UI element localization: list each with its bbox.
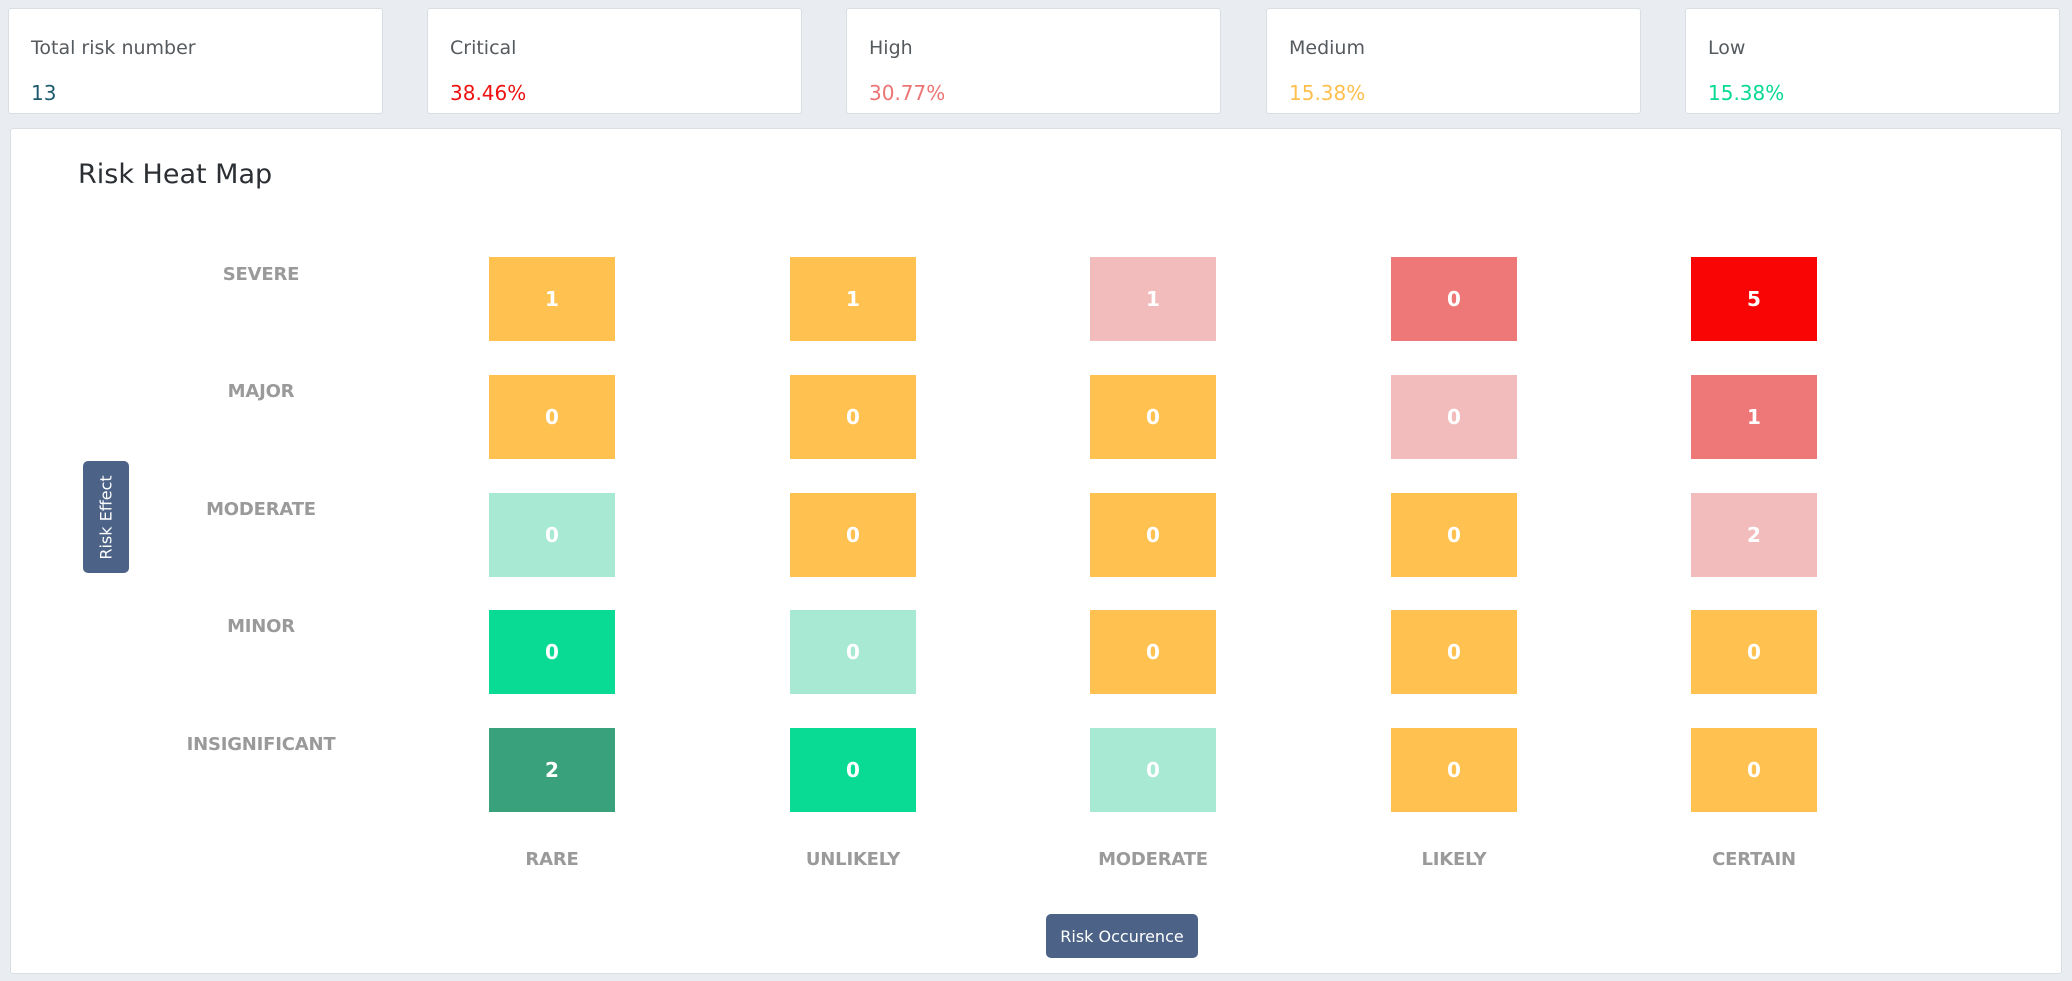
heat-cell[interactable]: 0 — [1090, 375, 1216, 459]
heat-cell[interactable]: 1 — [790, 257, 916, 341]
heat-cell[interactable]: 0 — [790, 728, 916, 812]
stat-label: Critical — [450, 37, 517, 59]
row-label-moderate: MODERATE — [206, 499, 316, 520]
heat-cell[interactable]: 0 — [790, 493, 916, 577]
col-label-certain: CERTAIN — [1712, 849, 1796, 870]
stat-label: Medium — [1289, 37, 1365, 59]
heat-cell[interactable]: 0 — [1391, 728, 1517, 812]
risk-occurence-axis-button[interactable]: Risk Occurence — [1046, 914, 1198, 958]
stat-card-total: Total risk number 13 — [8, 8, 383, 114]
heat-cell[interactable]: 2 — [489, 728, 615, 812]
risk-occurence-label: Risk Occurence — [1060, 926, 1184, 946]
row-label-major: MAJOR — [227, 381, 295, 402]
heat-cell[interactable]: 2 — [1691, 493, 1817, 577]
col-label-likely: LIKELY — [1421, 849, 1487, 870]
col-label-rare: RARE — [525, 849, 579, 870]
stat-value: 15.38% — [1289, 81, 1366, 105]
heat-cell[interactable]: 0 — [1691, 728, 1817, 812]
heat-cell[interactable]: 0 — [1691, 610, 1817, 694]
stat-card-critical: Critical 38.46% — [427, 8, 802, 114]
heat-cell[interactable]: 0 — [1090, 493, 1216, 577]
row-label-minor: MINOR — [227, 616, 295, 637]
heat-cell[interactable]: 0 — [489, 493, 615, 577]
row-label-insignificant: INSIGNIFICANT — [186, 734, 336, 755]
heat-cell[interactable]: 0 — [1090, 728, 1216, 812]
heat-cell[interactable]: 0 — [1391, 493, 1517, 577]
panel-title: Risk Heat Map — [78, 159, 273, 190]
stat-card-medium: Medium 15.38% — [1266, 8, 1641, 114]
stat-card-high: High 30.77% — [846, 8, 1221, 114]
heat-cell[interactable]: 5 — [1691, 257, 1817, 341]
col-label-moderate: MODERATE — [1098, 849, 1208, 870]
heat-cell[interactable]: 0 — [1391, 375, 1517, 459]
heat-cell[interactable]: 0 — [1090, 610, 1216, 694]
stat-label: Total risk number — [31, 37, 196, 59]
heat-cell[interactable]: 1 — [1090, 257, 1216, 341]
row-label-severe: SEVERE — [222, 264, 300, 285]
heat-cell[interactable]: 0 — [489, 610, 615, 694]
risk-effect-label: Risk Effect — [96, 474, 116, 560]
heat-cell[interactable]: 0 — [1391, 257, 1517, 341]
col-label-unlikely: UNLIKELY — [805, 849, 901, 870]
stat-card-low: Low 15.38% — [1685, 8, 2060, 114]
stat-value: 30.77% — [869, 81, 946, 105]
stat-value: 13 — [31, 81, 57, 105]
heat-cell[interactable]: 0 — [790, 375, 916, 459]
heat-cell[interactable]: 1 — [489, 257, 615, 341]
risk-effect-axis-button[interactable]: Risk Effect — [83, 461, 129, 573]
heat-cell[interactable]: 1 — [1691, 375, 1817, 459]
stat-value: 15.38% — [1708, 81, 1785, 105]
heat-cell[interactable]: 0 — [489, 375, 615, 459]
heat-cell[interactable]: 0 — [790, 610, 916, 694]
stat-value: 38.46% — [450, 81, 527, 105]
heat-cell[interactable]: 0 — [1391, 610, 1517, 694]
stat-label: Low — [1708, 37, 1746, 59]
risk-heat-map-panel: Risk Heat Map Risk Effect SEVERE MAJOR M… — [10, 128, 2062, 974]
stat-label: High — [869, 37, 913, 59]
